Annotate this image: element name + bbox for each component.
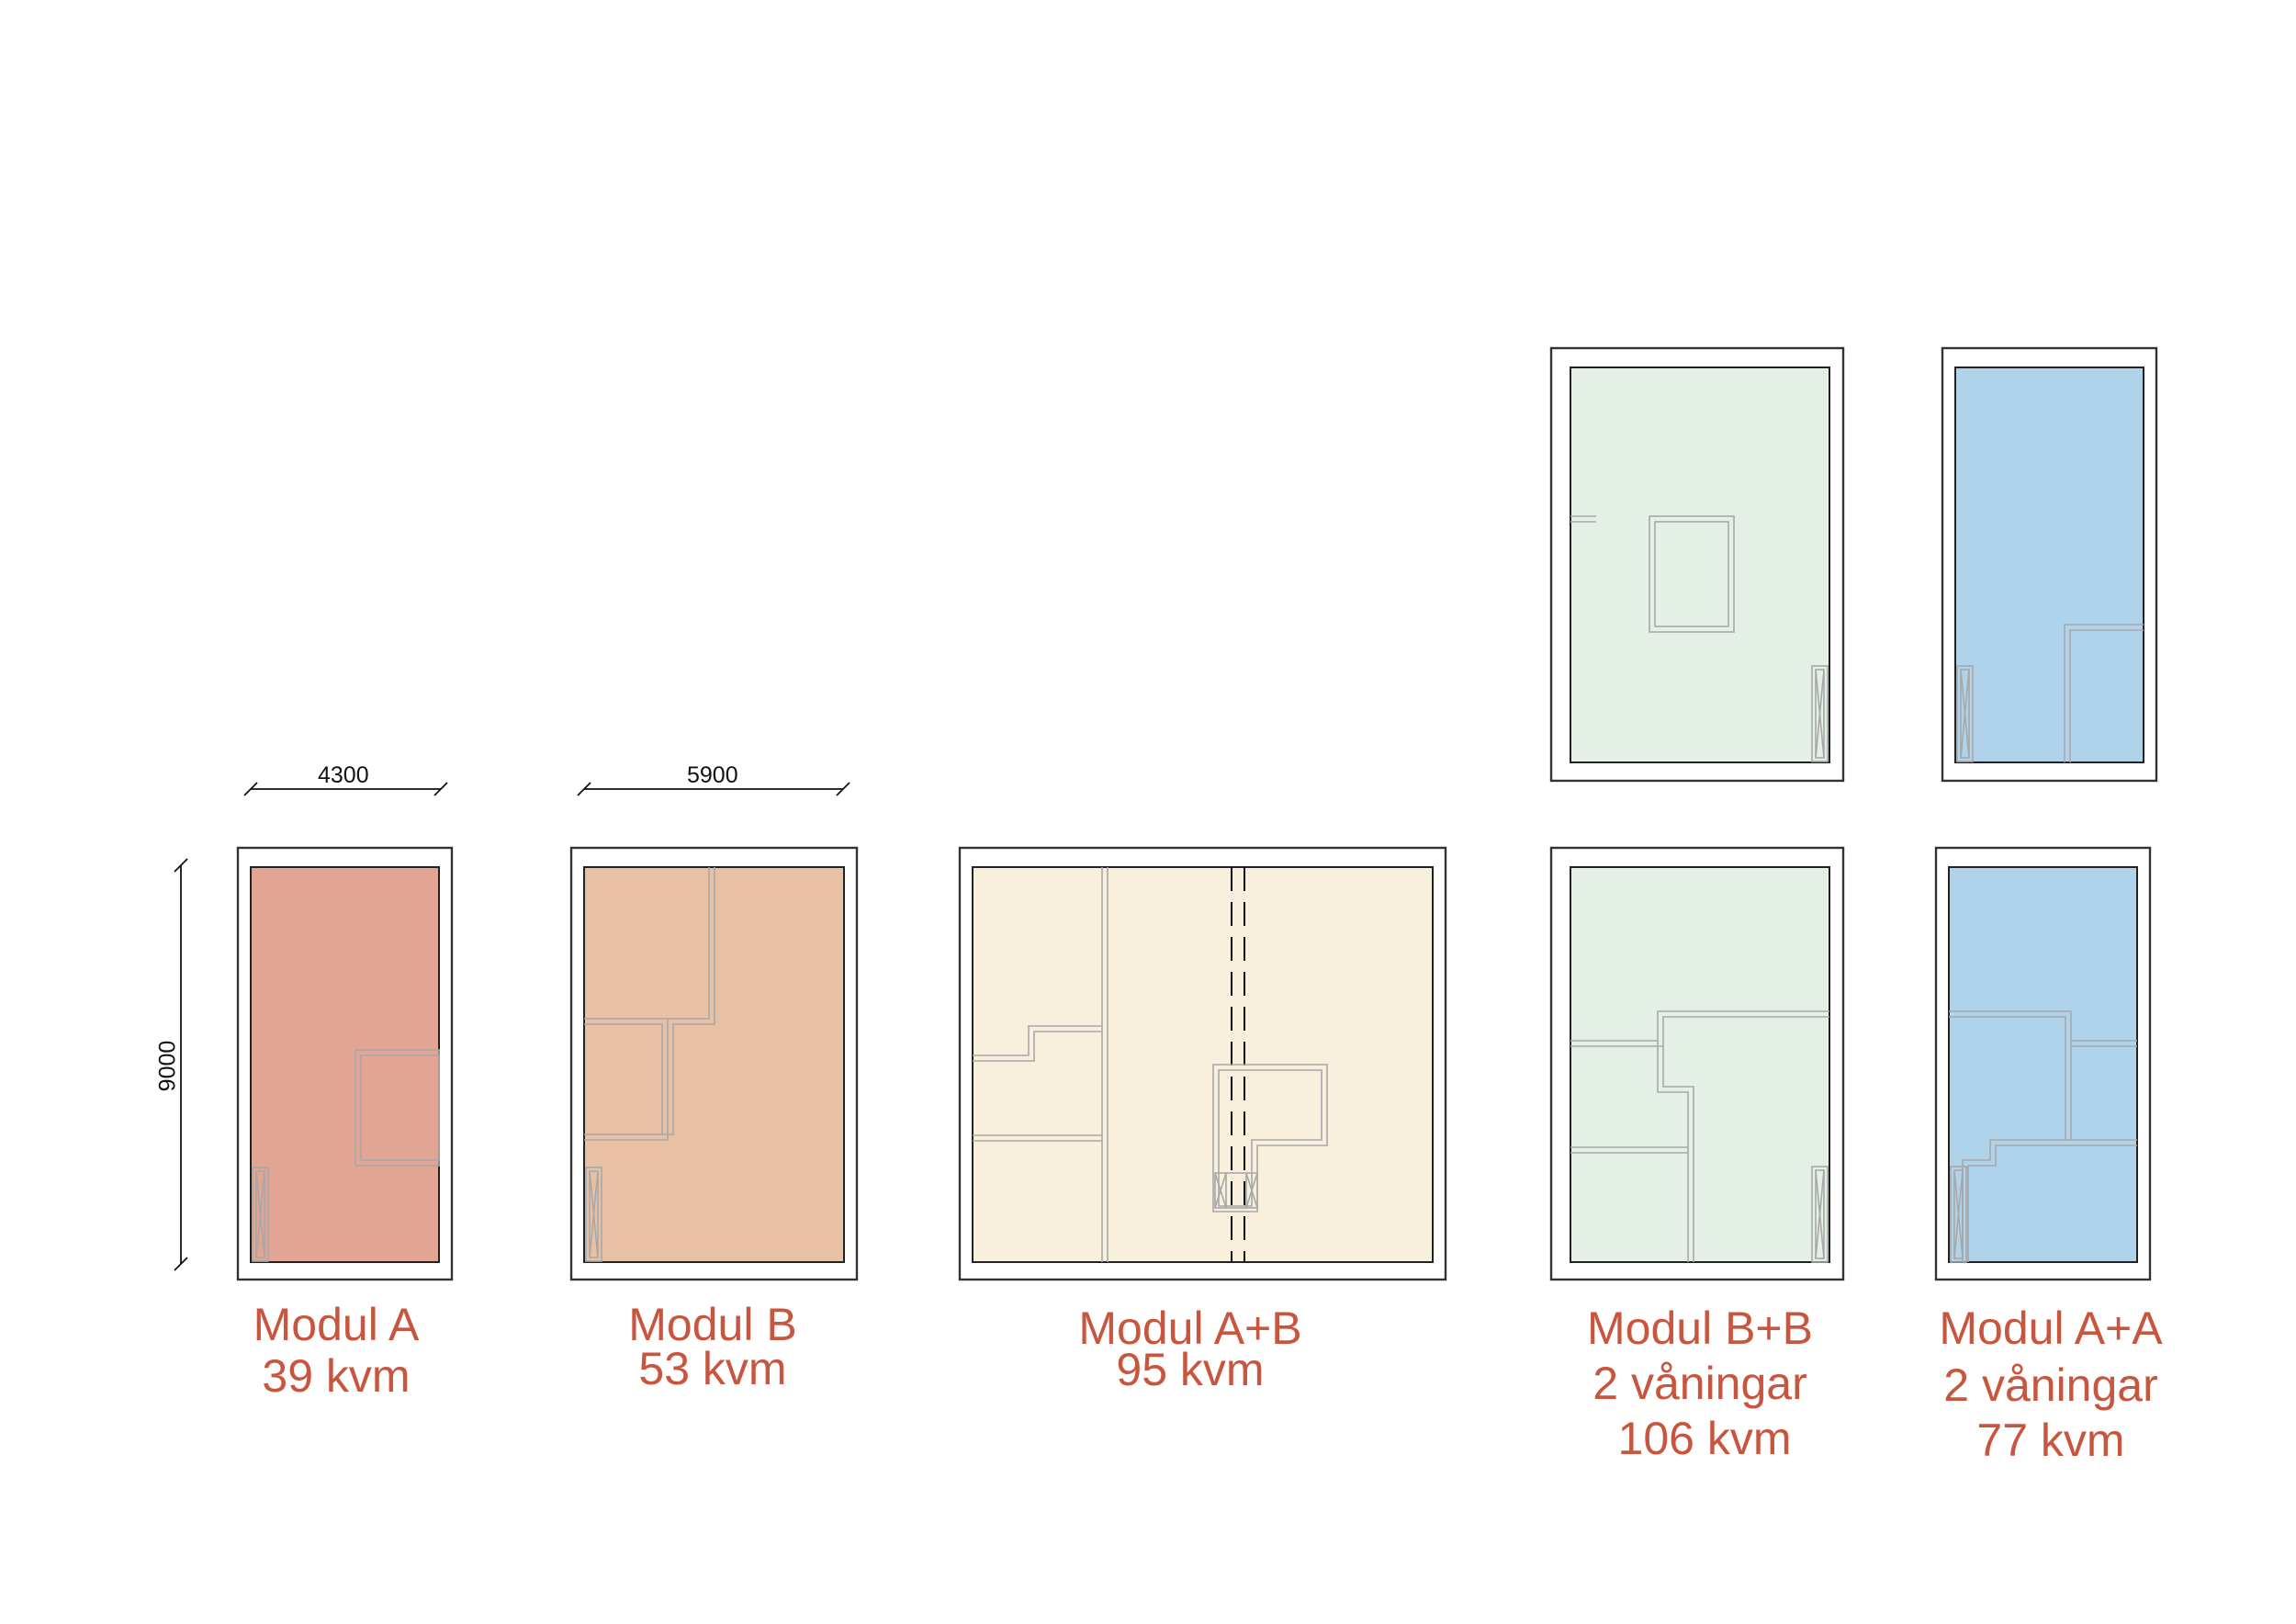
module-ab-plan: [958, 846, 1447, 1281]
module-name: Modul B+B: [1587, 1303, 1813, 1354]
module-name: Modul A: [253, 1299, 420, 1350]
module-bb-ground-plan: [1549, 846, 1845, 1281]
module-a-plan: [236, 846, 454, 1281]
module-area: 53 kvm: [638, 1343, 787, 1394]
module-name: Modul A+B: [1078, 1303, 1302, 1354]
module-aa-ground-plan: [1934, 846, 2152, 1281]
dimension-depth: [174, 858, 188, 1271]
dimension-label-depth: 9000: [154, 1040, 181, 1092]
module-floors: 2 våningar: [1943, 1359, 2158, 1411]
stair-icon: [585, 1167, 602, 1262]
dimension-label-width-a: 4300: [318, 762, 369, 788]
dimension-width-b: [577, 782, 850, 796]
dimension-label-width-b: 5900: [687, 762, 738, 788]
module-bb-label: Modul B+B 2 våningar 106 kvm: [1562, 1301, 1838, 1466]
stair-icon: [1950, 1166, 1967, 1263]
module-area: 106 kvm: [1617, 1413, 1792, 1464]
stair-icon: [1214, 1172, 1258, 1209]
dimension-width-a: [243, 782, 448, 796]
module-b-label: Modul B 53 kvm: [575, 1297, 850, 1396]
module-a-label: Modul A 39 kvm: [198, 1297, 474, 1404]
module-area: 95 kvm: [1116, 1344, 1265, 1395]
module-name: Modul A+A: [1939, 1303, 2163, 1354]
module-aa-upper-plan: [1941, 346, 2158, 783]
module-floors: 2 våningar: [1593, 1358, 1807, 1409]
module-bb-upper-plan: [1549, 346, 1845, 783]
stair-icon: [1956, 665, 1974, 762]
stair-icon: [252, 1167, 269, 1262]
module-b-plan: [569, 846, 859, 1281]
module-ab-label: Modul A+B 95 kvm: [1052, 1301, 1328, 1397]
module-name: Modul B: [628, 1299, 797, 1350]
module-area: 77 kvm: [1976, 1415, 2125, 1466]
stair-icon: [1811, 1166, 1829, 1263]
stair-icon: [1811, 665, 1829, 762]
module-area: 39 kvm: [262, 1350, 411, 1402]
module-aa-label: Modul A+A 2 våningar 77 kvm: [1913, 1301, 2189, 1468]
